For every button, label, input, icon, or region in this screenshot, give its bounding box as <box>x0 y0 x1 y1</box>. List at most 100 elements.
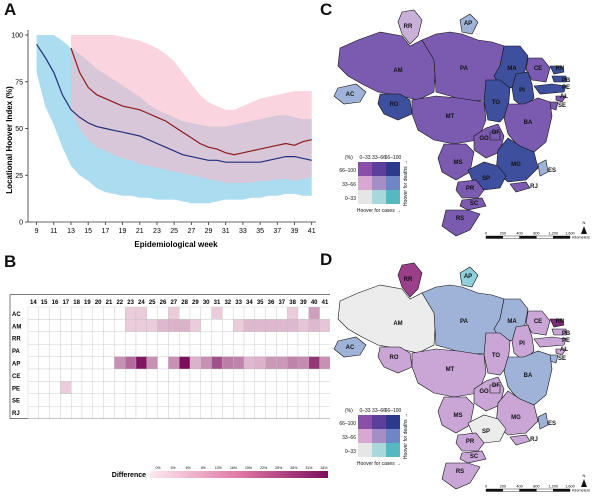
heatmap-cell <box>146 344 158 357</box>
heatmap-cell <box>81 393 93 407</box>
heatmap-cell <box>265 306 277 320</box>
state-label-pe: PE <box>562 85 570 91</box>
heatmap-cell <box>211 306 223 320</box>
scale-segment <box>502 235 520 239</box>
heatmap-cell <box>38 306 50 320</box>
heatmap-cell <box>49 381 61 394</box>
legend-swatch <box>372 190 386 204</box>
heatmap-cell <box>233 406 245 419</box>
heatmap-cell <box>168 368 180 382</box>
heatmap-column-label: 14 <box>30 300 37 306</box>
heatmap-cell <box>233 368 245 382</box>
heatmap-cell <box>27 381 39 394</box>
state-label-sc: SC <box>470 454 479 460</box>
heatmap-cell <box>135 306 147 320</box>
heatmap-cell <box>135 356 147 370</box>
heatmap-cell <box>60 344 72 357</box>
legend-tick-label: 34% <box>320 466 327 470</box>
heatmap-cell <box>60 319 72 332</box>
heatmap-cell <box>287 306 299 320</box>
heatmap-cell <box>179 356 191 370</box>
heatmap-cell <box>189 306 201 320</box>
state-label-rs: RS <box>456 469 464 475</box>
heatmap-row-label: RR <box>12 337 21 343</box>
legend-tick-label: 16% <box>230 466 237 470</box>
hoover-line-chart: 0 25 50 75 100 9 11 13 15 17 19 21 23 25 27 29 31 33 35 37 3… <box>5 30 316 249</box>
legend-swatch <box>372 176 386 190</box>
panel-label-c: C <box>320 0 333 19</box>
legend-title: Difference <box>112 472 146 479</box>
heatmap-cell <box>179 393 191 407</box>
heatmap-cell <box>179 381 191 394</box>
heatmap-cell <box>81 406 93 419</box>
legend-swatch <box>386 443 400 457</box>
state-label-mg: MG <box>511 415 521 421</box>
state-label-mg: MG <box>511 162 521 168</box>
heatmap-cell <box>146 331 158 345</box>
heatmap-cell <box>157 406 169 419</box>
heatmap-cell <box>189 368 201 382</box>
heatmap-cell <box>114 368 126 382</box>
state-df <box>489 131 501 141</box>
state-al <box>555 95 567 103</box>
heatmap-cell <box>49 368 61 382</box>
heatmap-cell <box>135 381 147 394</box>
scale-unit: Kilometers <box>572 236 590 240</box>
heatmap-cell <box>71 331 83 345</box>
state-label-go: GO <box>479 136 489 142</box>
state-label-df: DF <box>492 383 500 389</box>
state-es <box>537 412 549 430</box>
heatmap-cell <box>157 306 169 320</box>
heatmap-cell <box>27 356 39 370</box>
x-tick-label: 21 <box>136 228 144 235</box>
y-axis-label: Locational Hoover Index (%) <box>5 86 14 194</box>
legend-swatch <box>372 415 386 429</box>
heatmap-cell <box>81 306 93 320</box>
heatmap-column-label: 24 <box>138 300 145 306</box>
heatmap-column-label: 33 <box>235 300 242 306</box>
state-label-ms: MS <box>454 413 463 419</box>
legend-col-label: 33–66 <box>372 155 386 161</box>
heatmap-cell <box>200 356 212 370</box>
heatmap-column-label: 32 <box>224 300 231 306</box>
heatmap-cell <box>81 344 93 357</box>
heatmap-cell <box>287 368 299 382</box>
difference-heatmap: 14 15 16 17 18 19 20 21 22 23 24 25 26 27 28 29 30 31 32 33… <box>9 294 330 479</box>
heatmap-cell <box>179 344 191 357</box>
heatmap-cell <box>49 393 61 407</box>
heatmap-row-label: AC <box>12 312 21 318</box>
scale-segment <box>485 488 503 492</box>
heatmap-cell <box>200 406 212 419</box>
scale-segment <box>552 488 571 492</box>
state-label-es: ES <box>548 168 556 174</box>
state-sc <box>459 450 487 464</box>
heatmap-cell <box>189 331 201 345</box>
legend-row-label: 33–66 <box>342 435 356 441</box>
heatmap-cell <box>254 306 266 320</box>
heatmap-row-label: RJ <box>12 411 20 417</box>
heatmap-cell <box>38 356 50 370</box>
heatmap-column-label: 20 <box>95 300 102 306</box>
scale-segment <box>552 235 571 239</box>
heatmap-cell <box>60 368 72 382</box>
legend-swatch <box>358 190 372 204</box>
state-ap <box>459 13 479 35</box>
bivariate-legend-d: (%) 0–33 33–6666–10066–10033–660–33Hoover … <box>339 408 409 467</box>
heatmap-cell <box>233 319 245 332</box>
heatmap-cell <box>265 381 277 394</box>
heatmap-cell <box>60 306 72 320</box>
heatmap-cell <box>81 319 93 332</box>
heatmap-cell <box>200 344 212 357</box>
state-label-sp: SP <box>482 429 490 435</box>
heatmap-cell <box>276 356 288 370</box>
heatmap-cell <box>27 393 39 407</box>
scale-tick-label: 200 <box>500 232 506 236</box>
state-label-pi: PI <box>519 88 525 94</box>
heatmap-cell <box>189 406 201 419</box>
scale-tick-label: 1,600 <box>565 232 575 236</box>
state-label-pa: PA <box>460 66 469 72</box>
heatmap-cell <box>276 368 288 382</box>
heatmap-cell <box>38 344 50 357</box>
heatmap-column-label: 17 <box>62 300 69 306</box>
heatmap-cell <box>189 319 201 332</box>
